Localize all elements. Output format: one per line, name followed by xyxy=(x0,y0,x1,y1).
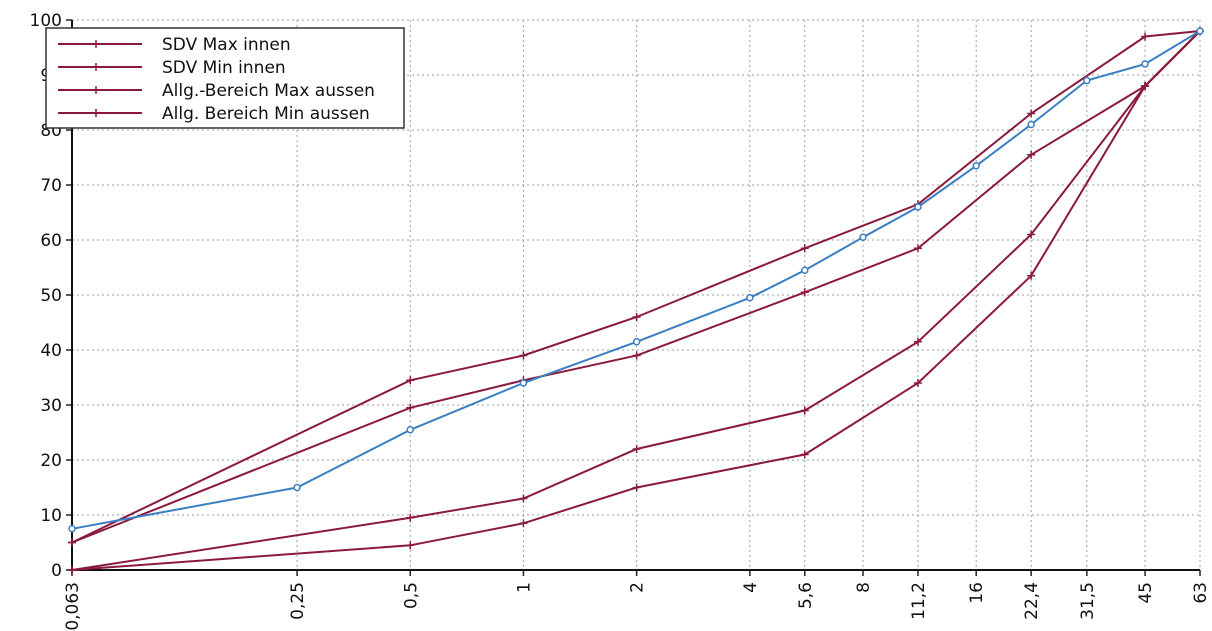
data-point xyxy=(1027,109,1036,118)
series-line xyxy=(71,30,1201,530)
legend-label: SDV Max innen xyxy=(162,35,291,55)
series-4 xyxy=(68,27,1204,533)
x-tick-label: 22,4 xyxy=(1022,582,1042,620)
data-point xyxy=(632,483,641,492)
series-3 xyxy=(68,27,1204,574)
data-point xyxy=(1141,82,1150,90)
x-tick-label: 0,063 xyxy=(63,582,83,631)
data-point xyxy=(632,351,641,360)
data-point xyxy=(68,566,76,574)
legend-label: Allg.-Bereich Max aussen xyxy=(162,81,375,101)
data-point xyxy=(519,351,528,360)
data-point xyxy=(632,313,641,321)
legend-label: SDV Min innen xyxy=(162,58,286,78)
data-point xyxy=(406,426,415,434)
x-tick-label: 8 xyxy=(854,582,874,593)
data-point xyxy=(406,513,415,522)
x-tick-label: 0,25 xyxy=(288,582,308,620)
data-point xyxy=(519,519,528,528)
data-point xyxy=(632,445,641,453)
x-tick-label: 5,6 xyxy=(796,582,816,609)
data-point xyxy=(406,403,415,412)
data-point xyxy=(1027,120,1035,129)
data-point xyxy=(519,379,528,387)
data-point xyxy=(913,337,922,346)
y-tick-label: 30 xyxy=(40,396,62,416)
data-point xyxy=(406,541,415,550)
data-point xyxy=(800,288,809,297)
series-0 xyxy=(68,27,1204,547)
data-point xyxy=(632,338,641,346)
data-point xyxy=(68,525,76,533)
data-point xyxy=(1196,27,1204,35)
data-point xyxy=(1141,60,1149,68)
data-point xyxy=(914,203,922,211)
data-point xyxy=(800,406,809,415)
y-tick-label: 70 xyxy=(40,176,62,196)
data-point xyxy=(68,538,76,547)
data-point xyxy=(800,450,809,459)
data-point xyxy=(1083,76,1091,85)
x-tick-label: 2 xyxy=(628,582,648,593)
legend: SDV Max innen SDV Min innen Allg.-Bereich … xyxy=(45,27,405,129)
y-tick-label: 100 xyxy=(30,11,62,31)
data-point xyxy=(972,162,980,170)
data-point xyxy=(859,233,867,241)
x-tick-labels: 0,063 0,25 0,5 1 2 4 5,6 8 11,2 16 22,4 31,5 45 63 xyxy=(63,582,1211,631)
x-tick-label: 0,5 xyxy=(401,582,421,609)
data-point xyxy=(913,244,922,253)
y-tick-label: 60 xyxy=(40,231,62,251)
x-tick-label: 4 xyxy=(741,582,761,593)
x-tick-label: 1 xyxy=(514,582,534,593)
x-tick-label: 16 xyxy=(967,582,987,604)
series-lines xyxy=(68,27,1204,574)
data-point xyxy=(913,379,922,387)
x-tick-label: 63 xyxy=(1191,582,1211,604)
x-tick-label: 11,2 xyxy=(909,582,929,620)
y-tick-label: 10 xyxy=(40,506,62,526)
data-point xyxy=(519,494,528,503)
data-point xyxy=(746,294,754,302)
x-tick-label: 45 xyxy=(1136,582,1156,604)
data-point xyxy=(801,266,809,274)
x-tick-label: 31,5 xyxy=(1078,582,1098,620)
data-point xyxy=(800,244,809,253)
y-tick-label: 0 xyxy=(51,561,62,581)
y-tick-label: 20 xyxy=(40,451,62,471)
data-point xyxy=(1027,230,1036,239)
data-point xyxy=(293,483,301,492)
y-tick-label: 50 xyxy=(40,286,62,306)
data-point xyxy=(1027,150,1036,159)
data-point xyxy=(1141,32,1150,41)
data-point xyxy=(1027,271,1036,280)
legend-label: Allg. Bereich Min aussen xyxy=(162,104,370,124)
data-point xyxy=(406,376,415,385)
y-tick-label: 40 xyxy=(40,341,62,361)
